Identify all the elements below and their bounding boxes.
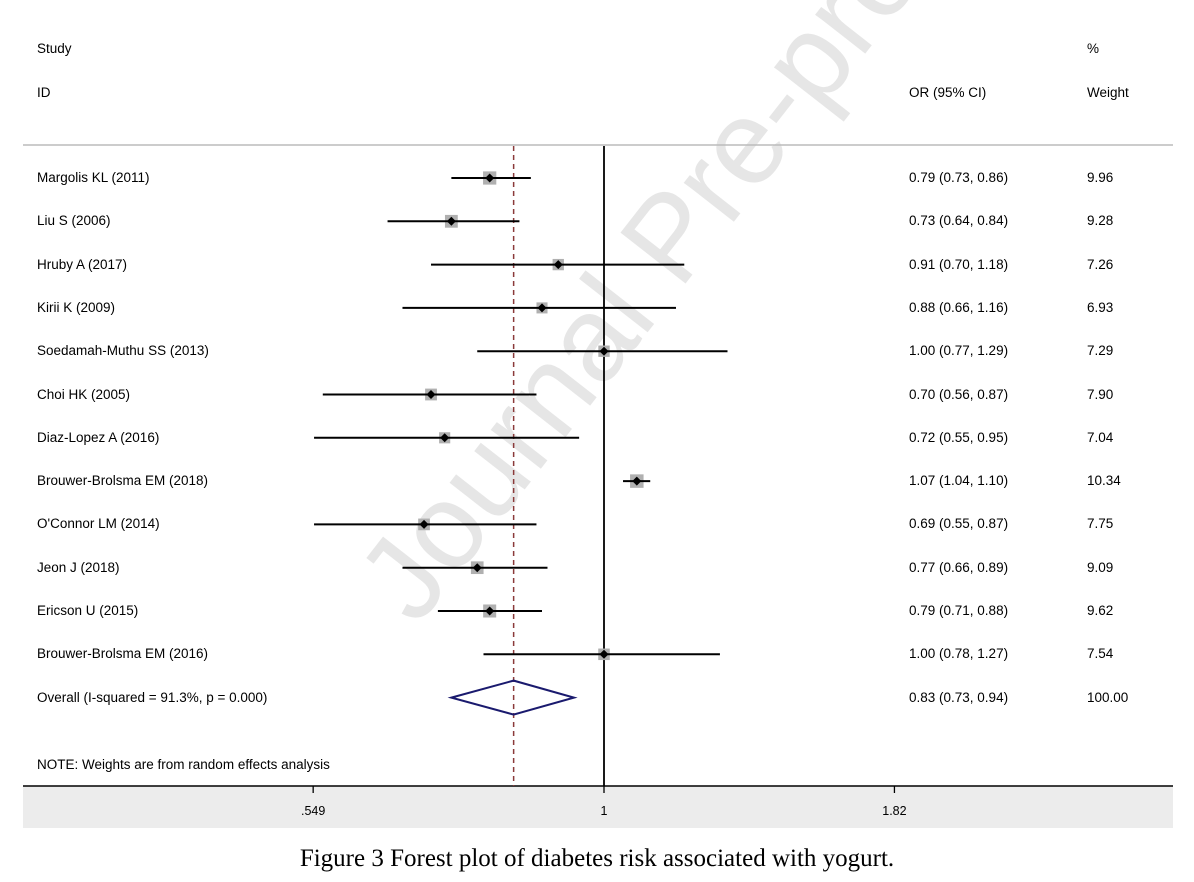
- point-estimate-marker: [599, 346, 609, 356]
- study-weight: 7.26: [1087, 256, 1114, 272]
- point-estimate-marker: [599, 649, 609, 659]
- point-estimate-marker: [632, 476, 642, 486]
- point-estimate-marker: [553, 260, 563, 270]
- point-estimate-marker: [485, 173, 495, 183]
- study-name: Diaz-Lopez A (2016): [37, 429, 160, 445]
- study-name: Kirii K (2009): [37, 299, 116, 315]
- overall-label: Overall (I-squared = 91.3%, p = 0.000): [37, 689, 268, 705]
- point-estimate-marker: [485, 606, 495, 616]
- overall-weight: 100.00: [1087, 689, 1129, 705]
- study-or-ci: 0.70 (0.56, 0.87): [909, 386, 1009, 402]
- study-header-line2: ID: [37, 85, 51, 100]
- study-weight: 7.90: [1087, 386, 1114, 402]
- study-name: O'Connor LM (2014): [37, 516, 160, 532]
- study-name: Ericson U (2015): [37, 603, 139, 618]
- study-or-ci: 0.77 (0.66, 0.89): [909, 559, 1009, 575]
- point-estimate-marker: [472, 563, 482, 573]
- study-weight: 7.75: [1087, 516, 1114, 532]
- study-weight: 6.93: [1087, 299, 1114, 315]
- study-or-ci: 0.79 (0.71, 0.88): [909, 603, 1009, 618]
- study-name: Jeon J (2018): [37, 559, 120, 575]
- study-name: Liu S (2006): [37, 213, 111, 229]
- study-name: Soedamah-Muthu SS (2013): [37, 343, 209, 359]
- x-tick-label: 1.82: [882, 804, 907, 818]
- study-weight: 9.09: [1087, 559, 1114, 575]
- plot-panel: [23, 22, 1173, 828]
- study-or-ci: 0.73 (0.64, 0.84): [909, 213, 1009, 229]
- study-or-ci: 0.69 (0.55, 0.87): [909, 516, 1009, 532]
- study-or-ci: 0.91 (0.70, 1.18): [909, 256, 1009, 272]
- study-weight: 9.96: [1087, 170, 1114, 185]
- study-weight: 7.29: [1087, 343, 1114, 359]
- point-estimate-marker: [537, 303, 547, 313]
- study-or-ci: 0.72 (0.55, 0.95): [909, 429, 1009, 445]
- x-tick-label: 1: [600, 804, 608, 818]
- point-estimate-marker: [440, 433, 450, 443]
- study-name: Margolis KL (2011): [37, 170, 150, 185]
- study-name: Choi HK (2005): [37, 386, 131, 402]
- study-or-ci: 1.00 (0.77, 1.29): [909, 343, 1009, 359]
- figure-caption: Figure 3 Forest plot of diabetes risk as…: [299, 845, 895, 872]
- study-or-ci: 1.07 (1.04, 1.10): [909, 473, 1009, 489]
- or-column-header: OR (95% CI): [909, 85, 987, 100]
- study-name: Hruby A (2017): [37, 256, 128, 272]
- point-estimate-marker: [426, 390, 436, 399]
- x-tick-label: .549: [300, 804, 326, 818]
- study-or-ci: 0.88 (0.66, 1.16): [909, 299, 1009, 315]
- study-weight: 7.04: [1087, 429, 1114, 445]
- study-header-line1: Study: [37, 41, 72, 56]
- weights-note: NOTE: Weights are from random effects an…: [37, 757, 330, 772]
- point-estimate-marker: [446, 216, 456, 226]
- study-weight: 10.34: [1087, 473, 1121, 489]
- weight-header-line1: %: [1087, 41, 1100, 56]
- weight-header-line2: Weight: [1087, 85, 1129, 100]
- study-or-ci: 0.79 (0.73, 0.86): [909, 170, 1009, 185]
- point-estimate-marker: [419, 519, 429, 529]
- overall-or-ci: 0.83 (0.73, 0.94): [909, 689, 1009, 705]
- study-weight: 9.28: [1087, 213, 1114, 229]
- study-weight: 9.62: [1087, 603, 1114, 618]
- study-name: Brouwer-Brolsma EM (2016): [37, 646, 209, 662]
- study-or-ci: 1.00 (0.78, 1.27): [909, 646, 1009, 662]
- study-name: Brouwer-Brolsma EM (2018): [37, 473, 209, 489]
- study-weight: 7.54: [1087, 646, 1114, 662]
- overall-diamond: [447, 679, 578, 716]
- x-axis-band: [23, 786, 1173, 828]
